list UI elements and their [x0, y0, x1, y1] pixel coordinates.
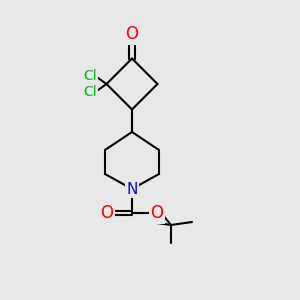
Text: O: O	[100, 204, 114, 222]
Text: N: N	[126, 182, 138, 196]
Text: O: O	[150, 204, 164, 222]
Text: Cl: Cl	[83, 70, 97, 83]
Text: O: O	[125, 25, 139, 43]
Text: Cl: Cl	[83, 85, 97, 98]
